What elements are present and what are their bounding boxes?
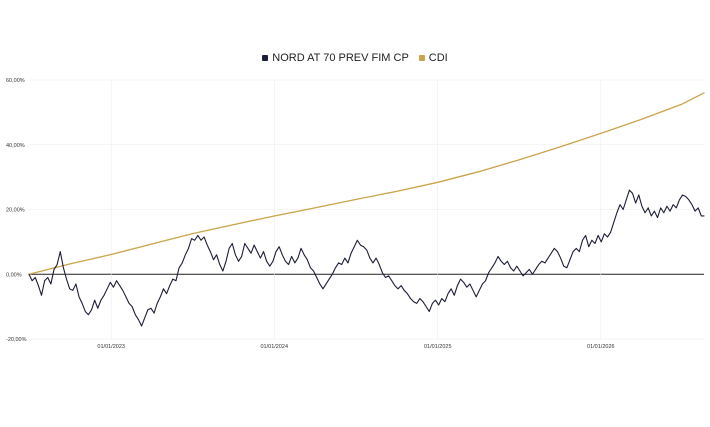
- legend-swatch-cdi: [418, 55, 425, 61]
- y-axis: 60,00% 40,00% 20,00% 0,00% -20,00%: [6, 78, 27, 343]
- legend-label-fund: NORD AT 70 PREV FIM CP: [272, 52, 409, 64]
- legend-item-fund[interactable]: NORD AT 70 PREV FIM CP: [262, 52, 409, 64]
- y-tick-label: -20,00%: [6, 337, 27, 343]
- y-tick-label: 60,00%: [6, 78, 25, 84]
- series-line-fund: [28, 189, 705, 327]
- chart-grid: [29, 79, 704, 340]
- legend-label-cdi: CDI: [428, 52, 448, 64]
- legend-item-cdi[interactable]: CDI: [418, 52, 448, 64]
- chart-series: [28, 92, 705, 327]
- y-tick-label: 40,00%: [6, 143, 25, 149]
- chart-legend: NORD AT 70 PREV FIM CP CDI: [0, 52, 710, 64]
- x-axis: 01/01/2023 01/01/2024 01/01/2025 01/01/2026: [97, 344, 614, 350]
- y-tick-label: 0,00%: [6, 272, 22, 278]
- x-tick-label: 01/01/2024: [260, 344, 288, 350]
- legend-swatch-fund: [262, 55, 269, 61]
- x-tick-label: 01/01/2026: [587, 344, 615, 350]
- x-tick-label: 01/01/2023: [97, 344, 125, 350]
- y-tick-label: 20,00%: [6, 208, 25, 214]
- series-line-cdi: [28, 92, 705, 275]
- x-tick-label: 01/01/2025: [424, 344, 452, 350]
